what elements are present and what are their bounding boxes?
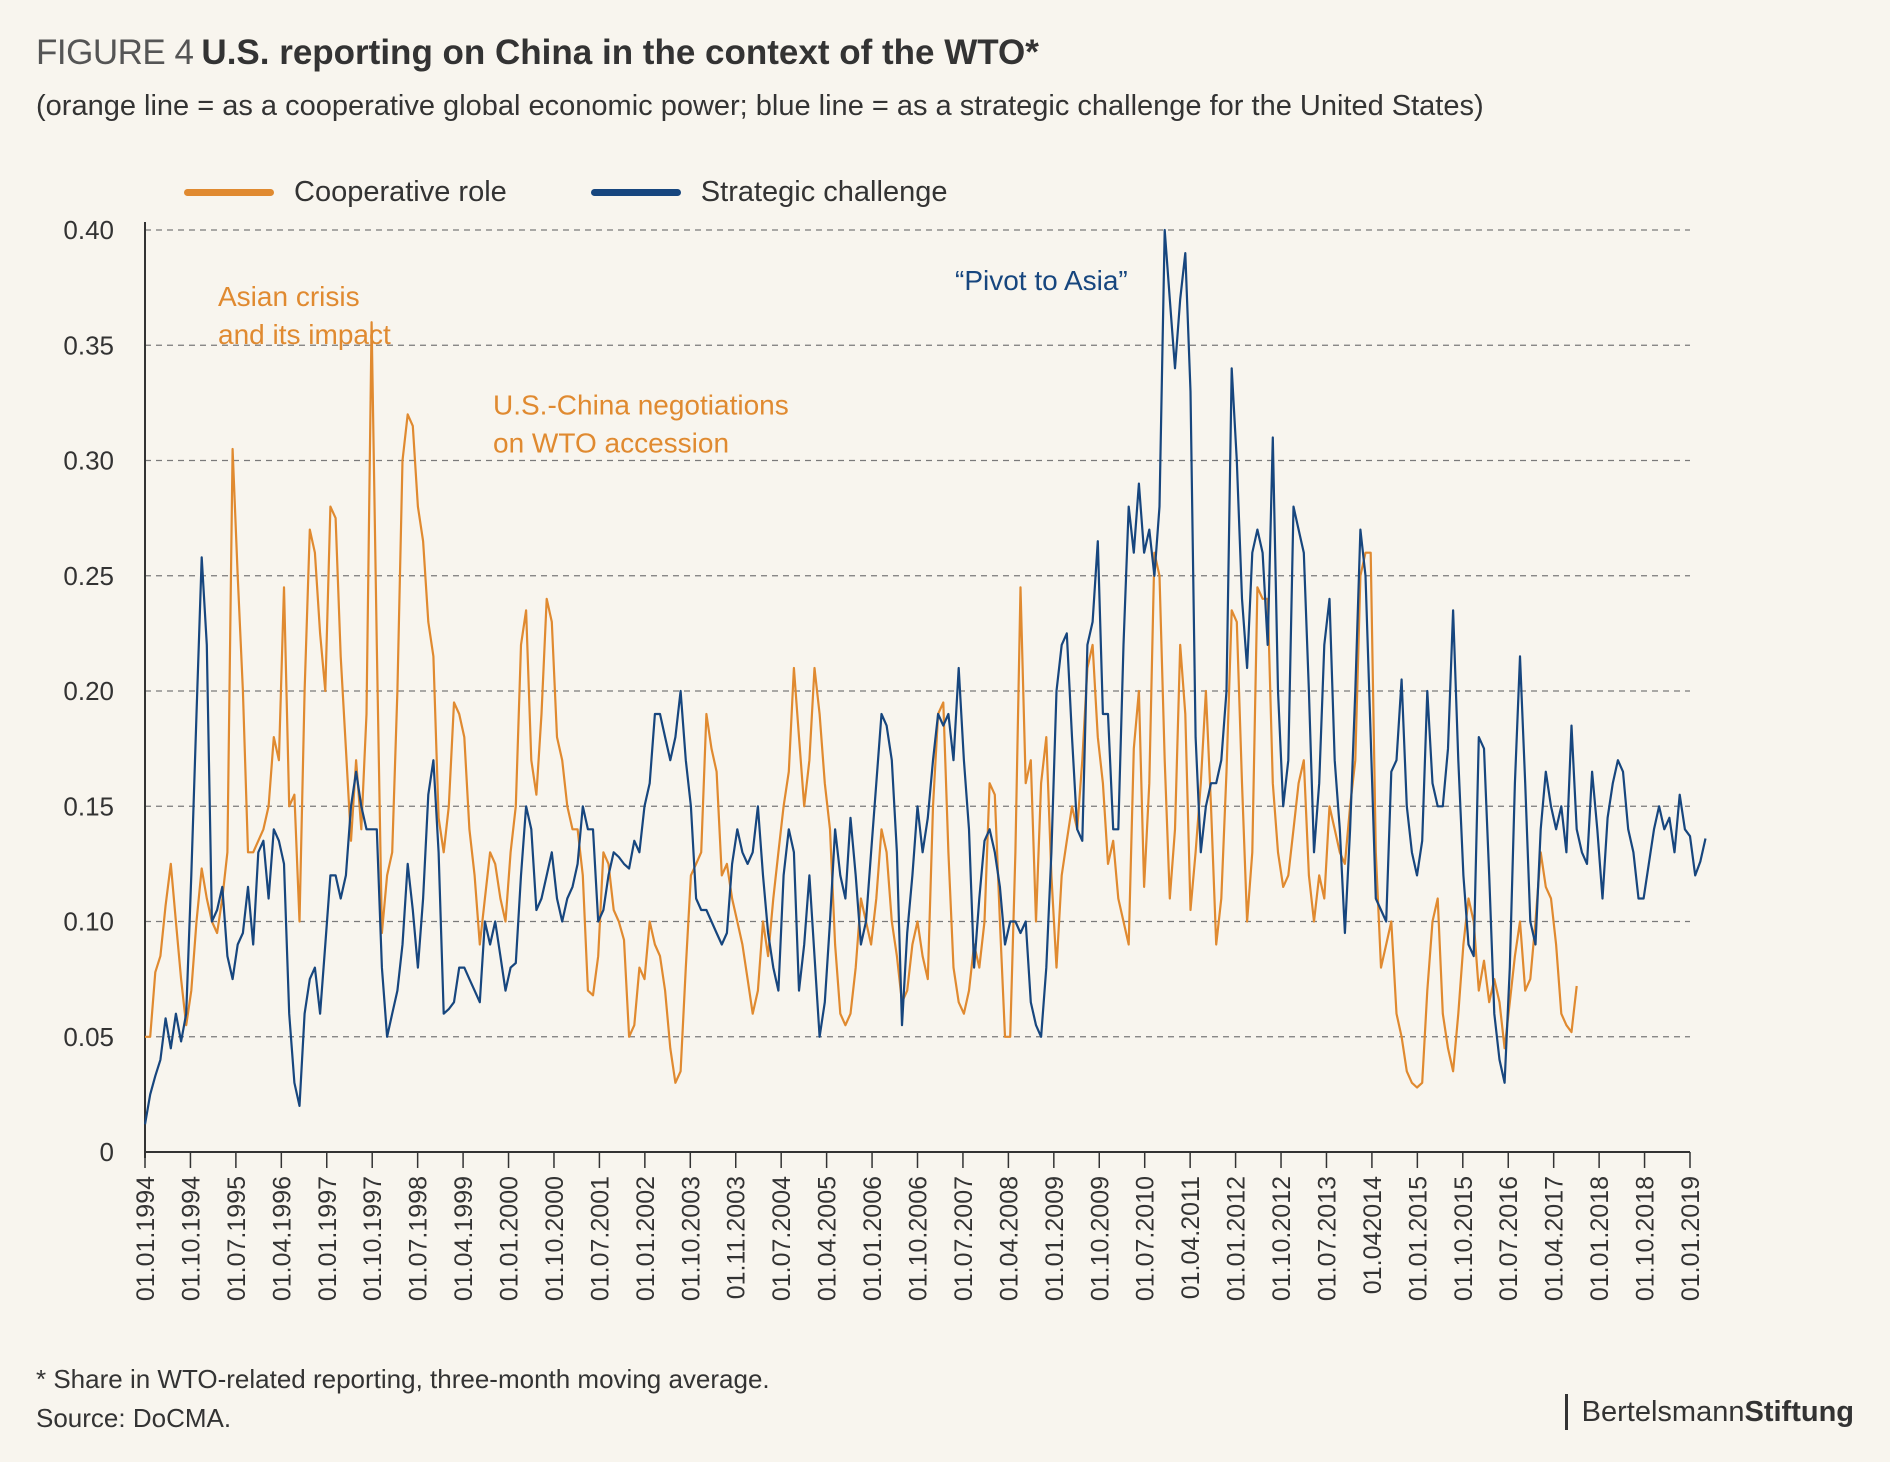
legend-item-cooperative: Cooperative role	[184, 176, 507, 209]
chart-title: U.S. reporting on China in the context o…	[201, 33, 1039, 72]
x-tick-label: 01.11.2003	[723, 1176, 751, 1299]
x-tick-label: 01.10.2015	[1450, 1176, 1478, 1301]
x-tick-label: 01.10.2003	[677, 1176, 705, 1301]
y-tick-label: 0.30	[63, 446, 114, 476]
x-tick-label: 01.10.1994	[177, 1176, 205, 1301]
x-tick-label: 01.07.2004	[768, 1176, 796, 1301]
x-tick-label: 01.07.2010	[1132, 1176, 1160, 1301]
x-tick-label: 01.10.2006	[905, 1176, 933, 1301]
x-tick-label: 01.07.2001	[586, 1176, 614, 1301]
annotation-label: Asian crisis	[218, 281, 360, 312]
x-tick-label: 01.01.2006	[859, 1176, 887, 1301]
x-tick-label: 01.10.2012	[1268, 1176, 1296, 1301]
annotation-label: and its impact	[218, 319, 391, 350]
x-tick-label: 01.01.1997	[314, 1176, 342, 1301]
chart-subtitle: (orange line = as a cooperative global e…	[36, 90, 1484, 122]
x-tick-label: 01.01.2000	[496, 1176, 524, 1301]
y-tick-label: 0.35	[63, 330, 114, 360]
x-tick-label: 01.07.2016	[1495, 1176, 1523, 1301]
chart-header: FIGURE 4 U.S. reporting on China in the c…	[36, 30, 1856, 126]
legend-item-strategic: Strategic challenge	[590, 175, 948, 209]
x-tick-label: 01.01.2019	[1677, 1176, 1705, 1301]
annotation-label: U.S.-China negotiations	[493, 389, 789, 420]
source-note: Source: DoCMA.	[36, 1403, 232, 1433]
x-tick-label: 01.042014	[1359, 1176, 1387, 1294]
legend-swatch-cooperative	[184, 188, 274, 196]
x-tick-label: 01.04.1999	[450, 1176, 478, 1301]
legend-label-strategic: Strategic challenge	[700, 175, 948, 208]
brand-divider	[1564, 1394, 1568, 1430]
x-tick-label: 01.01.2018	[1586, 1176, 1614, 1301]
footnote: * Share in WTO-related reporting, three-…	[36, 1364, 770, 1394]
x-tick-label: 01.04.2008	[995, 1176, 1023, 1301]
y-tick-label: 0.20	[63, 676, 114, 706]
x-tick-label: 01.04.1996	[268, 1176, 296, 1301]
x-tick-label: 01.04.2005	[814, 1176, 842, 1301]
x-tick-label: 01.01.2009	[1041, 1176, 1069, 1301]
brand-name-regular: Bertelsmann	[1581, 1395, 1745, 1428]
y-tick-label: 0.05	[63, 1022, 114, 1052]
y-tick-label: 0.10	[63, 907, 114, 937]
series-line-strategic	[143, 228, 1707, 1125]
x-tick-label: 01.01.2002	[632, 1176, 660, 1301]
figure-label: FIGURE 4	[36, 33, 194, 72]
x-tick-label: 01.10.2000	[541, 1176, 569, 1301]
x-tick-label: 01.10.2018	[1632, 1176, 1660, 1301]
y-tick-label: 0.15	[63, 791, 114, 821]
x-tick-label: 01.07.2007	[950, 1176, 978, 1301]
x-tick-label: 01.07.2013	[1313, 1176, 1341, 1301]
x-tick-label: 01.04.2017	[1541, 1176, 1569, 1301]
chart-title-line: FIGURE 4 U.S. reporting on China in the c…	[36, 30, 1856, 76]
x-tick-label: 01.01.2015	[1404, 1176, 1432, 1301]
brand-logo: Bertelsmann Stiftung	[1564, 1394, 1854, 1430]
brand-name-bold: Stiftung	[1744, 1395, 1854, 1428]
x-tick-label: 01.07.1998	[405, 1176, 433, 1301]
annotation-label: “Pivot to Asia”	[955, 265, 1128, 296]
y-tick-label: 0.25	[63, 561, 114, 591]
series-line-cooperative	[145, 321, 1578, 1089]
legend-label-cooperative: Cooperative role	[294, 175, 507, 208]
chart-footer: * Share in WTO-related reporting, three-…	[36, 1360, 770, 1438]
x-tick-label: 01.01.2012	[1223, 1176, 1251, 1301]
chart-legend: Cooperative role Strategic challenge	[184, 172, 1031, 212]
x-tick-label: 01.04.2011	[1177, 1176, 1205, 1299]
legend-swatch-strategic	[590, 188, 681, 196]
annotation-label: on WTO accession	[493, 427, 729, 458]
x-tick-label: 01.10.2009	[1086, 1176, 1114, 1301]
y-tick-label: 0	[100, 1137, 114, 1167]
x-tick-label: 01.01.1994	[132, 1176, 160, 1301]
y-tick-label: 0.40	[63, 215, 114, 245]
x-tick-label: 01.07.1995	[223, 1176, 251, 1301]
x-tick-label: 01.10.1997	[359, 1176, 387, 1301]
